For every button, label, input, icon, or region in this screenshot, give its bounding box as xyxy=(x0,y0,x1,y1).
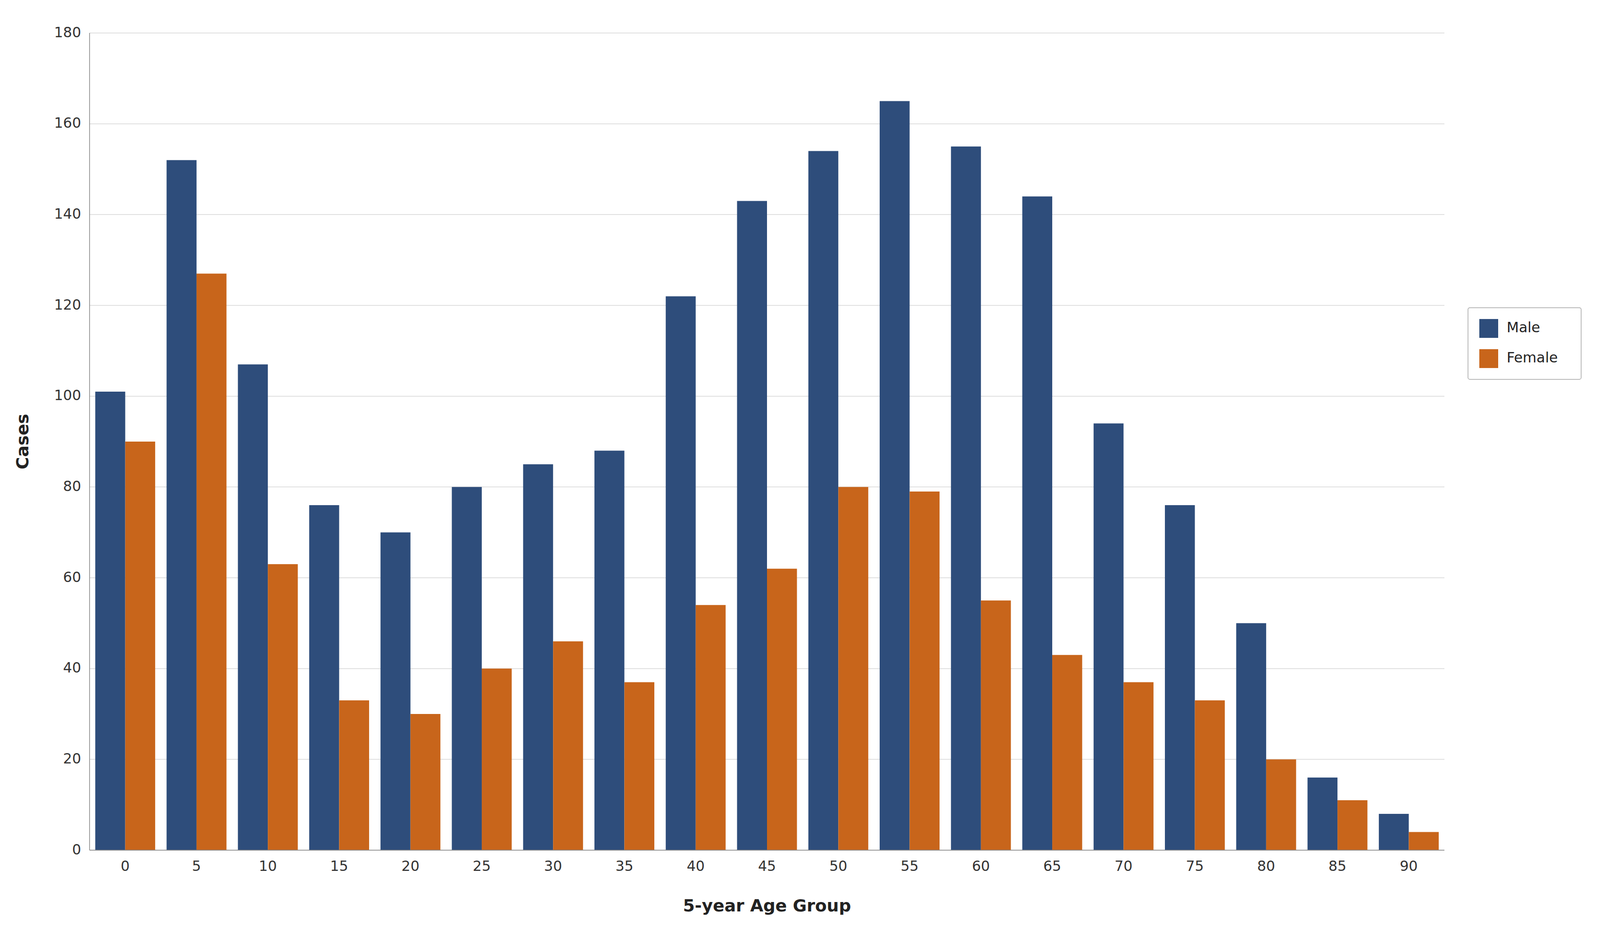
y-tick-label: 0 xyxy=(72,841,82,858)
grid-line xyxy=(89,32,1445,34)
x-tick-label: 85 xyxy=(1328,857,1347,875)
bar xyxy=(879,101,910,851)
x-tick-label: 20 xyxy=(401,857,420,875)
bar xyxy=(950,146,982,851)
bar xyxy=(338,700,370,851)
bar xyxy=(1337,800,1368,851)
x-tick-label: 15 xyxy=(329,857,348,875)
x-tick-label: 50 xyxy=(829,857,848,875)
bar xyxy=(594,450,625,851)
bar xyxy=(1307,777,1338,851)
bar xyxy=(451,486,482,851)
x-tick-label: 30 xyxy=(544,857,562,875)
bar xyxy=(1378,814,1410,851)
bar xyxy=(410,714,441,851)
x-tick-label: 35 xyxy=(615,857,634,875)
legend-swatch xyxy=(1479,319,1499,339)
y-tick-label: 60 xyxy=(63,569,82,586)
x-tick-label: 60 xyxy=(972,857,990,875)
x-tick-label: 75 xyxy=(1185,857,1204,875)
legend-label: Male xyxy=(1506,319,1541,336)
chart-container: 0 20 40 60 80 100 120 140 160 180 0 5 10 15 20 25 30 35 40… xyxy=(0,0,1600,935)
bar xyxy=(95,391,126,851)
bar xyxy=(238,364,269,851)
y-grid xyxy=(89,32,1445,851)
x-axis-line xyxy=(89,849,1445,851)
y-tick-label: 120 xyxy=(54,296,82,314)
bar xyxy=(1266,759,1297,851)
chart: 0 20 40 60 80 100 120 140 160 180 0 5 10 15 20 25 30 35 40… xyxy=(0,0,1600,935)
y-tick-label: 20 xyxy=(63,750,82,768)
bar xyxy=(1093,423,1124,851)
x-tick-label: 65 xyxy=(1043,857,1062,875)
grid-line xyxy=(89,123,1445,125)
bar xyxy=(481,668,512,851)
x-tick-label: 25 xyxy=(472,857,491,875)
x-tick-label: 55 xyxy=(900,857,919,875)
bar xyxy=(1408,832,1439,851)
legend-swatch xyxy=(1479,349,1499,369)
bar xyxy=(267,564,298,851)
bar xyxy=(1052,655,1083,851)
bar xyxy=(767,569,798,851)
y-tick-label: 160 xyxy=(54,114,82,132)
bar xyxy=(1164,505,1196,851)
y-tick-label: 100 xyxy=(54,387,82,404)
bar xyxy=(125,441,156,851)
bar xyxy=(808,150,839,851)
bar xyxy=(736,200,768,851)
bar xyxy=(1022,196,1053,851)
y-tick-label: 80 xyxy=(63,478,82,495)
x-tick-label: 80 xyxy=(1257,857,1276,875)
bar xyxy=(665,296,696,851)
y-tick-label: 40 xyxy=(63,659,82,677)
bar xyxy=(1123,682,1154,851)
legend-label: Female xyxy=(1506,349,1558,366)
y-tick-label: 180 xyxy=(54,24,82,41)
bar xyxy=(552,641,584,851)
x-axis-label: 5-year Age Group xyxy=(683,896,851,916)
series-bars xyxy=(125,273,1439,851)
bar xyxy=(1236,623,1267,851)
bar xyxy=(695,605,726,851)
bar xyxy=(380,532,411,851)
grid-line xyxy=(89,849,1445,851)
x-tick-label: 45 xyxy=(758,857,776,875)
x-tick-label: 10 xyxy=(258,857,277,875)
y-axis-line xyxy=(89,32,91,851)
x-tick-label: 0 xyxy=(120,857,130,875)
series-bars xyxy=(95,101,1409,851)
y-tick-label: 140 xyxy=(54,205,82,223)
bar xyxy=(981,600,1012,851)
bar xyxy=(1195,700,1226,851)
bar xyxy=(196,273,227,851)
bar xyxy=(909,491,941,851)
bar xyxy=(309,505,340,851)
legend-frame xyxy=(1468,307,1582,380)
bar xyxy=(624,682,655,851)
x-tick-label: 5 xyxy=(191,857,201,875)
bar xyxy=(838,486,869,851)
x-tick-label: 70 xyxy=(1114,857,1133,875)
bars xyxy=(95,101,1439,851)
bar xyxy=(523,464,554,851)
legend: Male Female xyxy=(1468,307,1582,380)
bar xyxy=(166,160,197,851)
y-axis-label: Cases xyxy=(12,413,33,470)
x-tick-label: 90 xyxy=(1399,857,1418,875)
x-tick-label: 40 xyxy=(686,857,705,875)
